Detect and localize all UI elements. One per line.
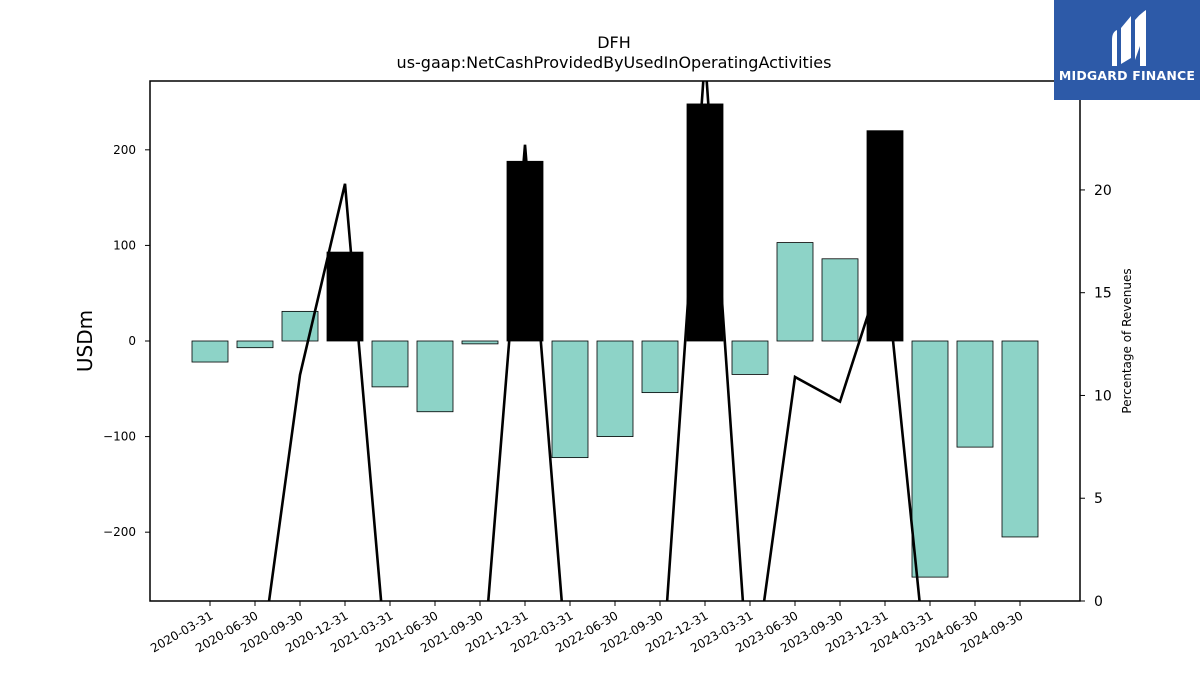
bar-2022-09-30 xyxy=(641,340,679,394)
bar-2023-09-30 xyxy=(821,258,859,342)
series-line xyxy=(267,81,921,601)
y-tick-label: 200 xyxy=(113,143,136,157)
bar-2020-06-30 xyxy=(236,340,274,349)
bar-2021-06-30 xyxy=(416,340,454,413)
y2-tick-label: 15 xyxy=(1094,286,1112,302)
y-tick-label: 0 xyxy=(128,334,136,348)
x-axis: 2020-03-312020-06-302020-09-302020-12-31… xyxy=(148,601,1026,655)
bar-2024-03-31 xyxy=(911,340,949,578)
y-tick-label: −100 xyxy=(103,430,136,444)
y-tick-label: 100 xyxy=(113,238,136,252)
y-axis-label: USDm xyxy=(73,310,97,372)
bar-2024-09-30 xyxy=(1001,340,1039,538)
bar-2022-03-31 xyxy=(551,340,589,459)
bar-2021-09-30 xyxy=(461,340,499,345)
y2-tick-label: 0 xyxy=(1094,594,1103,610)
bar-2020-03-31 xyxy=(191,340,229,363)
y2-axis: 0 5 10 15 20 xyxy=(1080,183,1112,610)
bar-2023-03-31 xyxy=(731,340,769,375)
bars-group xyxy=(191,103,1039,578)
chart-subtitle: us-gaap:NetCashProvidedByUsedInOperating… xyxy=(397,53,832,72)
bar-2021-03-31 xyxy=(371,340,409,388)
y2-tick-label: 10 xyxy=(1094,388,1112,404)
y2-tick-label: 20 xyxy=(1094,183,1112,199)
bar-2024-06-30 xyxy=(956,340,994,448)
y-axis: −200 −100 0 100 200 xyxy=(103,143,150,539)
chart-title: DFH xyxy=(597,33,631,52)
line-group xyxy=(267,81,921,601)
y-tick-label: −200 xyxy=(103,525,136,539)
bar-2023-06-30 xyxy=(776,242,814,342)
bar-2022-06-30 xyxy=(596,340,634,437)
bar-2021-12-31 xyxy=(506,160,544,342)
brand-logo: MIDGARD FINANCE xyxy=(1054,0,1200,100)
y2-tick-label: 5 xyxy=(1094,491,1103,507)
brand-name: MIDGARD FINANCE xyxy=(1058,68,1196,83)
y2-axis-label: Percentage of Revenues xyxy=(1120,268,1134,413)
bar-2023-12-31 xyxy=(866,130,904,342)
logo-mark-icon xyxy=(1112,10,1146,66)
